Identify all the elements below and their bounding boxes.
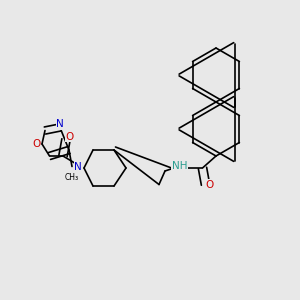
Text: O: O — [65, 131, 74, 142]
Text: N: N — [74, 161, 82, 172]
Text: NH: NH — [172, 161, 187, 171]
Text: CH₃: CH₃ — [65, 172, 79, 182]
Text: O: O — [32, 139, 41, 149]
Text: N: N — [56, 119, 64, 130]
Text: O: O — [205, 179, 213, 190]
